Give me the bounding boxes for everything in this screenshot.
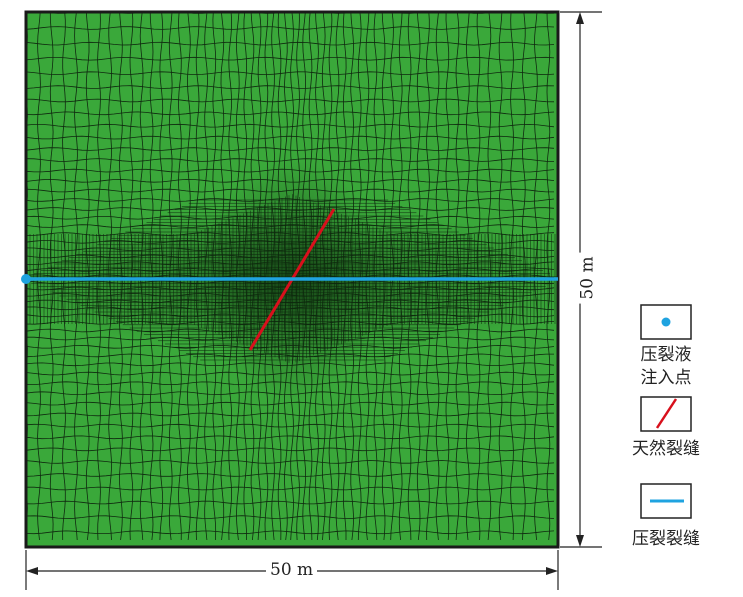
legend-natural-fracture-label: 天然裂缝 xyxy=(632,439,700,459)
legend-injection-label-2: 注入点 xyxy=(640,368,692,388)
right-dimension-label: 50 m xyxy=(577,252,598,304)
injection-point xyxy=(21,274,31,284)
legend-hydraulic-fracture-label: 压裂裂缝 xyxy=(632,529,700,549)
legend-icons xyxy=(640,304,692,519)
red-line-icon xyxy=(655,398,678,429)
dot-icon xyxy=(661,317,671,327)
bottom-dimension-label: 50 m xyxy=(266,560,318,580)
legend-injection-label-1: 压裂液 xyxy=(640,345,692,365)
